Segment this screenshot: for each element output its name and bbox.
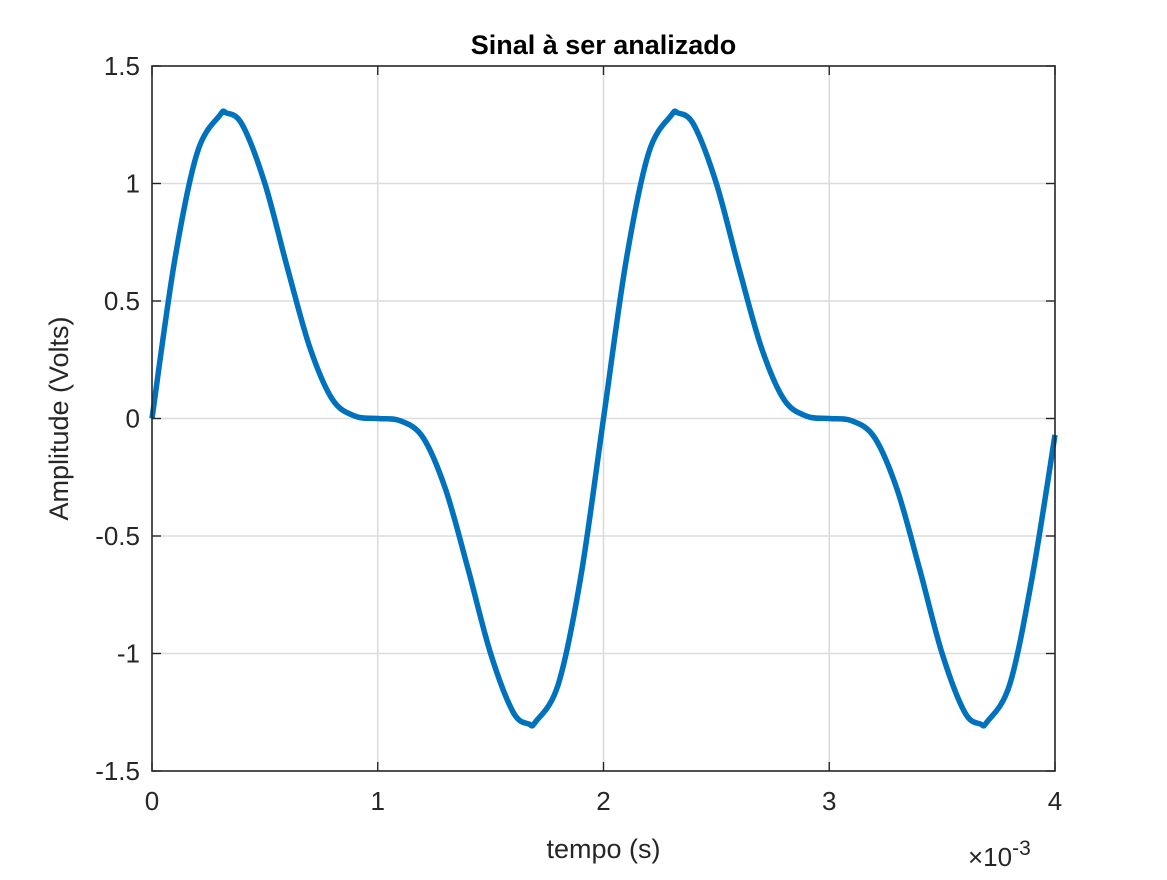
x-tick-label: 0: [145, 786, 159, 816]
x-exponent-base: ×10: [968, 842, 1012, 872]
svg-text:×10-3: ×10-3: [968, 837, 1031, 872]
x-tick-label: 4: [1048, 786, 1062, 816]
y-axis-label: Amplitude (Volts): [44, 316, 74, 520]
y-tick-label: -0.5: [95, 521, 140, 551]
x-tick-label: 1: [371, 786, 385, 816]
x-axis-exponent: ×10-3: [968, 837, 1031, 872]
series-layer: [149, 108, 1058, 729]
series-line: [149, 108, 1058, 729]
x-exponent-power: -3: [1012, 837, 1031, 860]
x-tick-label: 2: [596, 786, 610, 816]
x-axis-label: tempo (s): [546, 834, 660, 864]
y-tick-label: -1: [117, 639, 140, 669]
y-tick-label: 1: [126, 169, 140, 199]
y-tick-labels: -1.5 -1 -0.5 0 0.5 1 1.5: [95, 51, 140, 786]
y-tick-label: 0.5: [104, 286, 140, 316]
y-tick-label: 0: [126, 404, 140, 434]
y-tick-label: -1.5: [95, 756, 140, 786]
tick-marks: [151, 65, 1056, 772]
chart-title: Sinal à ser analizado: [471, 30, 737, 60]
y-tick-label: 1.5: [104, 51, 140, 81]
x-tick-labels: 0 1 2 3 4: [145, 786, 1062, 816]
x-tick-label: 3: [822, 786, 836, 816]
